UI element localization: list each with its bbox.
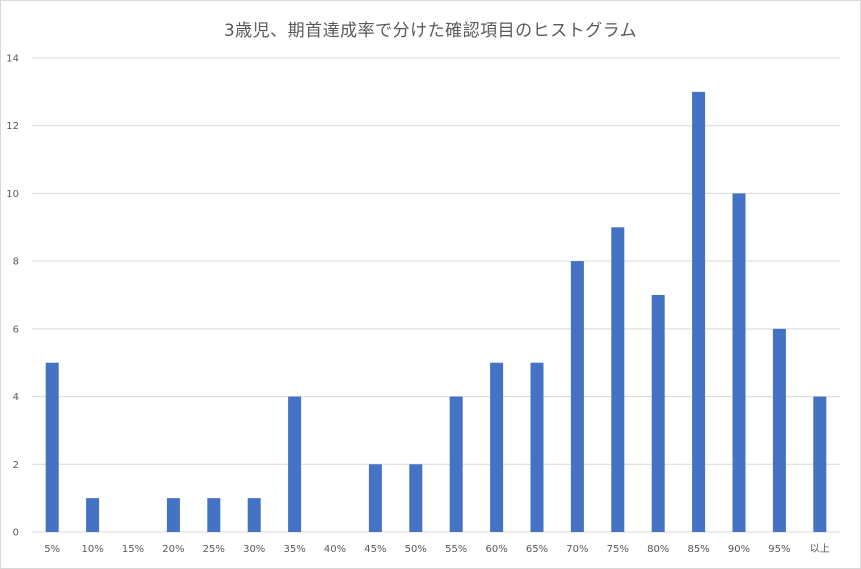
y-tick-label: 4 — [13, 392, 19, 403]
x-tick-label: 20% — [162, 544, 184, 555]
x-tick-label: 90% — [728, 544, 750, 555]
bar — [692, 91, 706, 532]
x-tick-label: 15% — [122, 544, 144, 555]
x-tick-label: 50% — [405, 544, 427, 555]
y-tick-label: 10 — [6, 189, 19, 200]
chart-title: 3歳児、期首達成率で分けた確認項目のヒストグラム — [223, 21, 638, 41]
bar — [651, 295, 665, 532]
y-tick-label: 2 — [13, 460, 19, 471]
x-tick-label: 95% — [768, 544, 790, 555]
bar — [449, 396, 463, 532]
bar — [490, 362, 504, 532]
bar — [368, 464, 382, 532]
x-tick-label: 45% — [364, 544, 386, 555]
bar — [288, 396, 302, 532]
bar — [45, 362, 59, 532]
y-tick-label: 0 — [13, 528, 19, 539]
bar — [409, 464, 423, 532]
x-tick-label: 80% — [647, 544, 669, 555]
bar — [732, 193, 746, 532]
x-tick-label: 65% — [526, 544, 548, 555]
y-tick-label: 6 — [13, 324, 19, 335]
bar — [166, 498, 180, 532]
x-tick-label: 70% — [566, 544, 588, 555]
bar — [611, 227, 625, 533]
x-tick-label: 40% — [324, 544, 346, 555]
x-tick-label: 10% — [81, 544, 103, 555]
bar — [570, 261, 584, 532]
x-tick-label: 55% — [445, 544, 467, 555]
x-tick-label: 85% — [687, 544, 709, 555]
y-tick-label: 12 — [6, 121, 19, 132]
x-tick-label: 以上 — [810, 543, 830, 555]
y-tick-label: 8 — [13, 257, 19, 268]
bar — [530, 362, 544, 532]
y-tick-label: 14 — [6, 54, 19, 65]
x-tick-label: 5% — [44, 544, 60, 555]
bar — [772, 328, 786, 532]
bar — [813, 396, 827, 532]
x-tick-label: 30% — [243, 544, 265, 555]
x-tick-label: 75% — [607, 544, 629, 555]
bar — [247, 498, 261, 532]
x-tick-label: 35% — [283, 544, 305, 555]
x-tick-label: 25% — [203, 544, 225, 555]
x-tick-label: 60% — [485, 544, 507, 555]
bar — [86, 498, 100, 532]
bar — [207, 498, 221, 532]
